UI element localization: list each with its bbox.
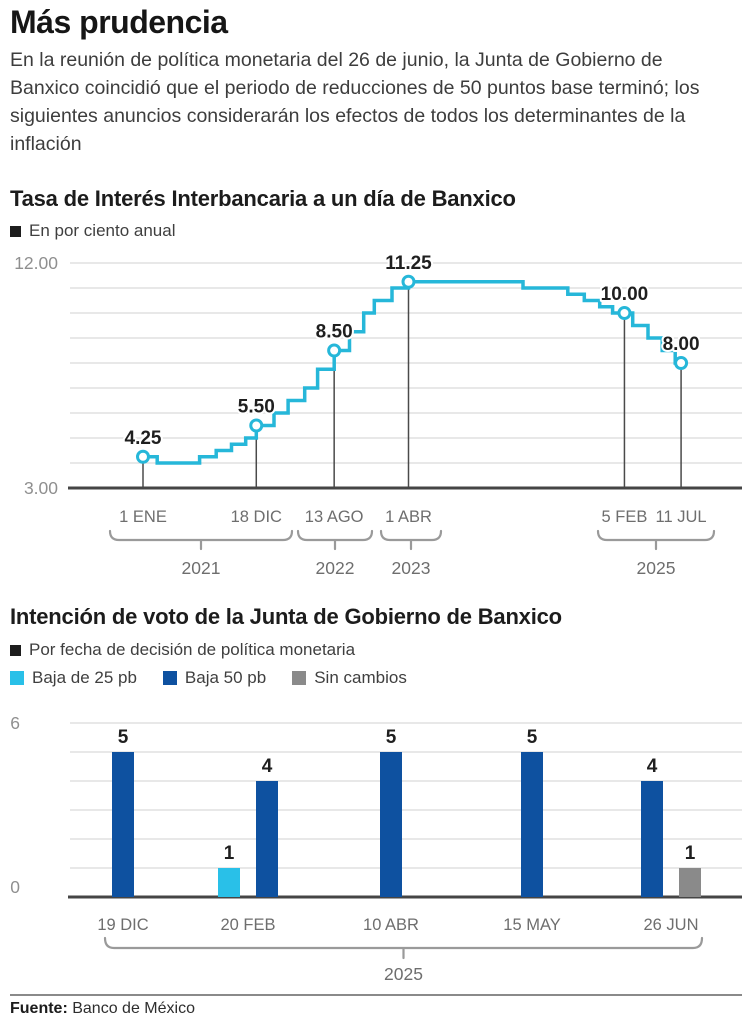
date-label: 11 JUL (656, 508, 707, 526)
date-label: 20 FEB (220, 916, 275, 934)
vote-value-label: 5 (527, 727, 538, 748)
vote-chart-subtitle: Por fecha de decisión de política moneta… (10, 640, 355, 660)
page-title: Más prudencia (10, 4, 228, 40)
date-label: 15 MAY (503, 916, 560, 934)
rate-marker (674, 356, 689, 370)
intro-text: En la reunión de política monetaria del … (10, 49, 700, 155)
source-value: Banco de México (72, 1000, 195, 1017)
rate-marker (401, 274, 416, 289)
year-label: 2021 (182, 558, 221, 578)
vote-bar (679, 868, 701, 897)
year-bracket (379, 529, 443, 551)
date-label: 19 DIC (97, 916, 148, 934)
date-label: 10 ABR (363, 916, 419, 934)
y-tick-top: 6 (10, 713, 20, 733)
vote-value-label: 5 (118, 727, 129, 748)
vote-value-label: 1 (224, 843, 235, 864)
date-label: 1 ABR (385, 508, 432, 526)
rate-marker (136, 449, 150, 464)
vote-value-label: 4 (647, 756, 658, 777)
date-label: 13 AGO (305, 508, 364, 526)
legend-item-baja-25: Baja de 25 pb (10, 668, 137, 688)
rate-chart-unit: En por ciento anual (10, 221, 176, 241)
legend-label: Baja 50 pb (184, 668, 267, 687)
year-label: 2025 (384, 964, 423, 984)
year-label: 2023 (392, 558, 431, 578)
source-text: Fuente: Banco de México (10, 1000, 195, 1018)
rate-marker (249, 418, 264, 433)
square-bullet-icon (10, 644, 21, 656)
legend-item-baja-50: Baja 50 pb (162, 668, 267, 688)
vote-value-label: 1 (685, 843, 696, 864)
square-bullet-icon (10, 225, 21, 237)
vote-value-label: 4 (262, 756, 273, 777)
rate-value-label: 5.50 (238, 397, 275, 418)
vote-bar (112, 752, 134, 897)
vote-legend-swatch (10, 671, 24, 685)
source-label: Fuente: (10, 1000, 68, 1017)
rate-value-label: 8.50 (316, 322, 353, 343)
year-bracket (108, 529, 294, 551)
rate-chart-unit-label: En por ciento anual (29, 221, 176, 240)
vote-bar (521, 752, 543, 897)
vote-legend-swatch (162, 671, 177, 685)
rate-value-label: 10.00 (601, 284, 649, 305)
vote-chart-legend: Baja de 25 pb Baja 50 pb Sin cambios (10, 668, 407, 688)
rate-value-label: 8.00 (663, 334, 700, 355)
rate-value-label: 4.25 (125, 428, 162, 449)
y-tick-top: 12.00 (14, 253, 58, 273)
rate-marker (617, 306, 632, 320)
y-tick-bottom: 3.00 (24, 478, 58, 498)
date-label: 1 ENE (119, 508, 167, 526)
vote-legend-swatch (292, 671, 307, 685)
vote-bar (218, 868, 240, 897)
vote-chart-title: Intención de voto de la Junta de Gobiern… (10, 604, 562, 629)
source-divider (10, 994, 742, 996)
vote-bar (256, 781, 278, 897)
rate-value-label: 11.25 (385, 253, 432, 274)
y-tick-bottom: 0 (10, 877, 20, 897)
vote-chart-subtitle-label: Por fecha de decisión de política moneta… (29, 640, 356, 659)
date-label: 5 FEB (602, 508, 648, 526)
date-label: 26 JUN (643, 916, 698, 934)
legend-label: Baja de 25 pb (32, 668, 137, 687)
year-bracket (103, 936, 704, 960)
year-bracket (296, 529, 374, 551)
vote-bar (380, 752, 402, 897)
legend-label: Sin cambios (314, 668, 407, 687)
year-label: 2025 (637, 558, 676, 578)
year-label: 2022 (316, 558, 355, 578)
rate-step-line (143, 280, 686, 465)
rate-chart-title: Tasa de Interés Interbancaria a un día d… (10, 186, 516, 211)
date-label: 18 DIC (231, 508, 282, 526)
vote-chart-svg: 6 0 5 19 DIC 1 4 20 FEB 5 10 ABR 5 15 MAY 4 1 26 JUN 2… (10, 713, 742, 984)
rate-chart-svg: 12.00 3.00 4.25 1 ENE 5.50 18 DIC 8.50 13 AGO 11… (14, 251, 742, 578)
vote-value-label: 5 (386, 727, 397, 748)
vote-bar (641, 781, 663, 897)
year-bracket (596, 529, 716, 551)
rate-marker (327, 343, 342, 358)
legend-item-sin-cambios: Sin cambios (292, 668, 407, 688)
